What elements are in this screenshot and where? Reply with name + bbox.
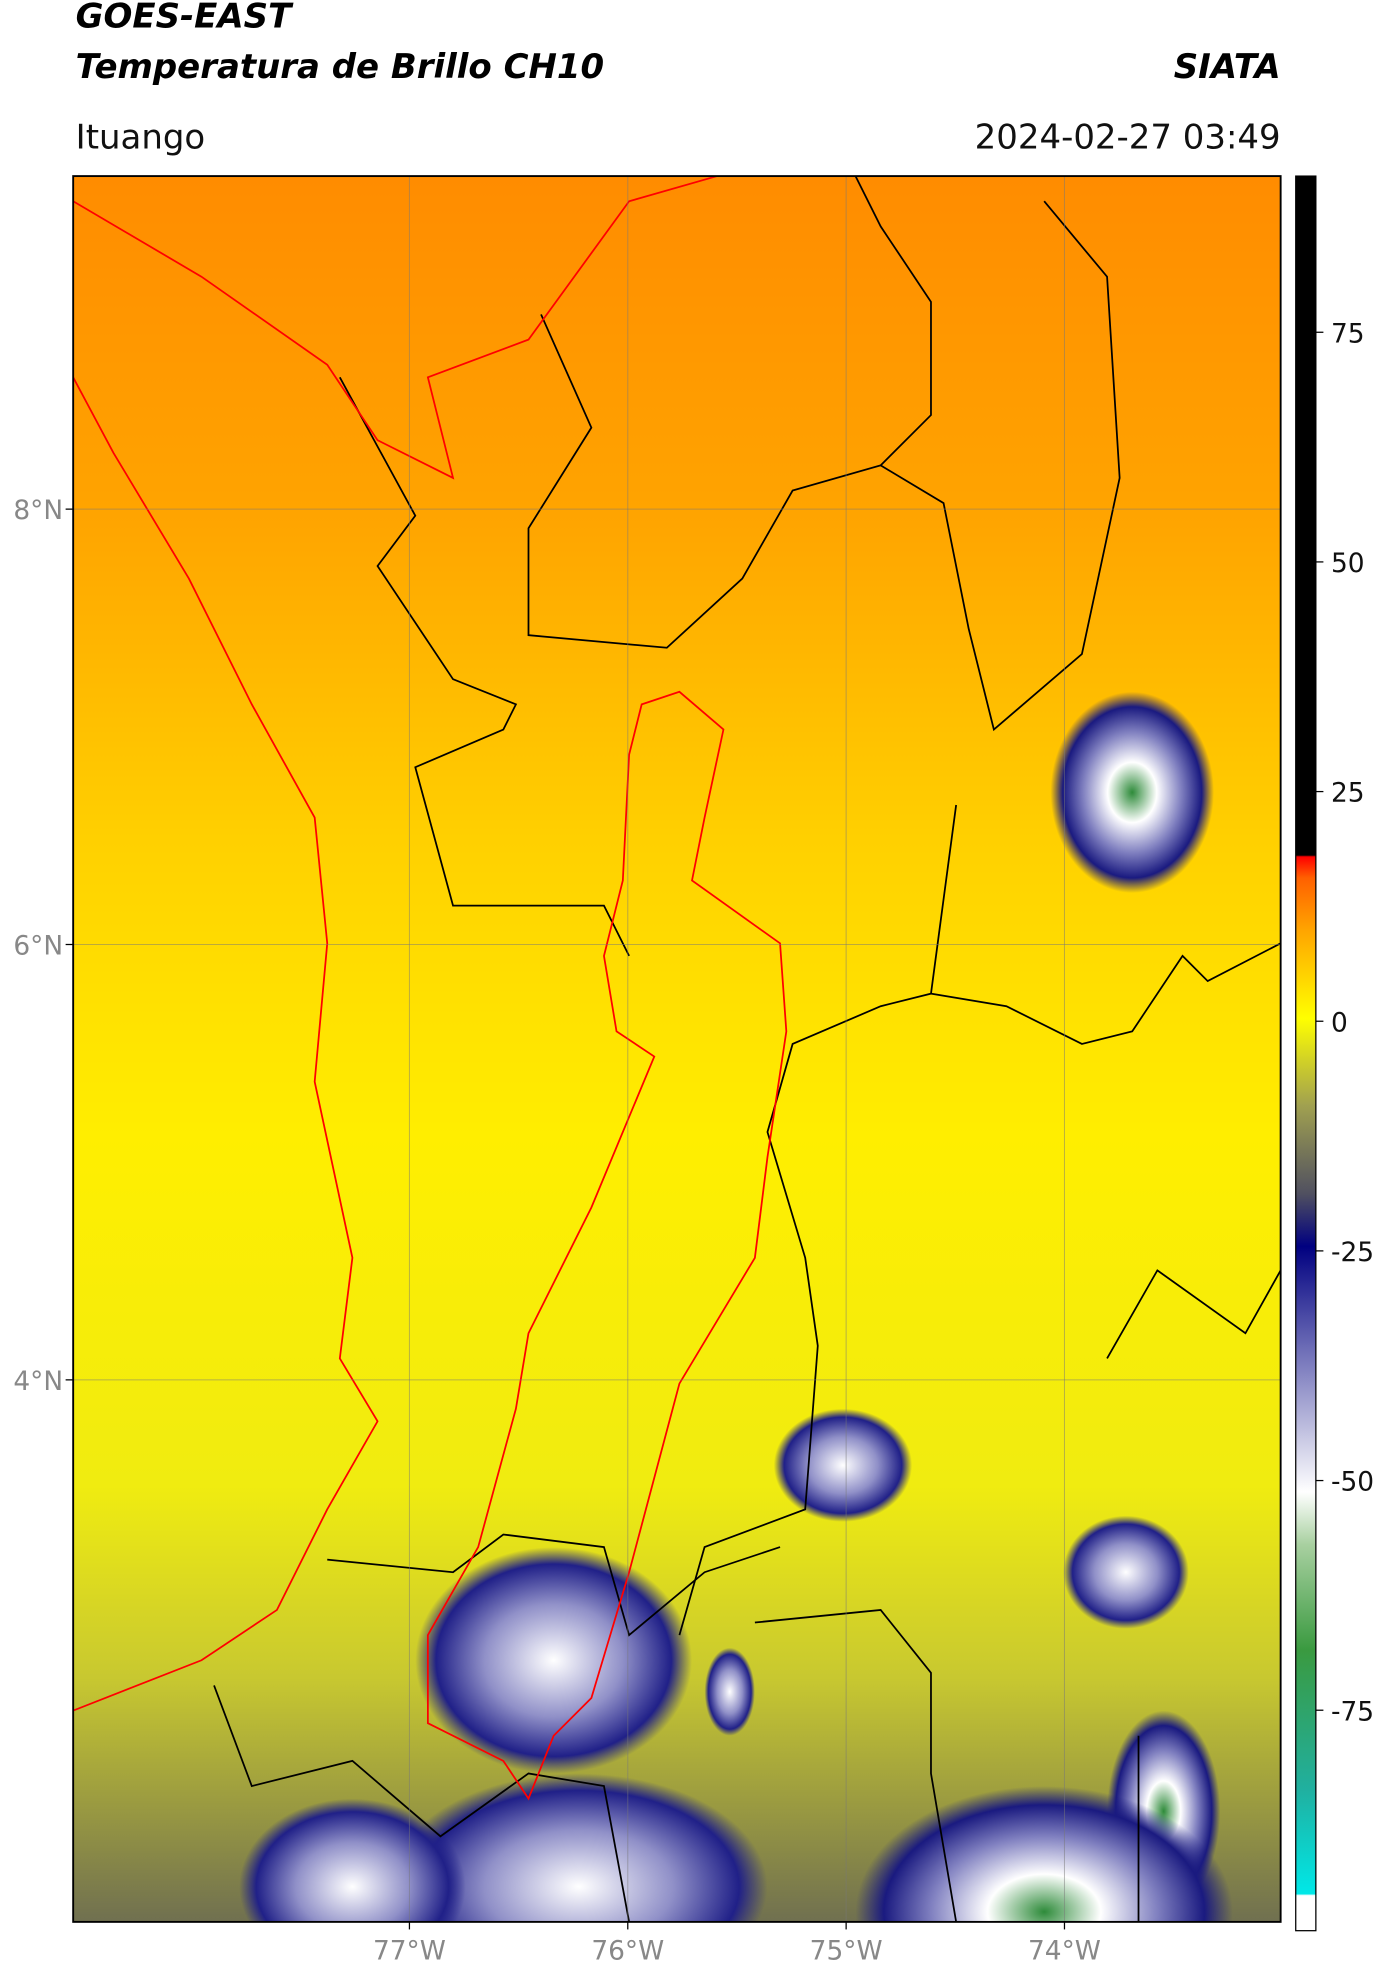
x-tick-label: 74°W xyxy=(1028,1936,1101,1967)
cloud xyxy=(1063,1515,1189,1629)
colorbar-tick-label: 0 xyxy=(1331,1007,1348,1038)
colorbar-tick-label: -25 xyxy=(1331,1237,1374,1268)
colorbar-tick-label: 75 xyxy=(1331,318,1365,349)
organization: SIATA xyxy=(1174,47,1281,87)
y-tick-label: 8°N xyxy=(13,495,63,526)
cloud xyxy=(390,1773,768,1922)
x-tick-label: 75°W xyxy=(810,1936,883,1967)
satellite-title: GOES-EAST xyxy=(76,0,294,37)
colorbar-tick-label: 25 xyxy=(1331,778,1365,809)
coast-and-basin xyxy=(73,176,788,1801)
cloud xyxy=(773,1408,913,1522)
y-tick-label: 4°N xyxy=(13,1366,63,1397)
cloud xyxy=(704,1647,755,1736)
map-frame xyxy=(72,175,1282,1923)
x-tick-label: 77°W xyxy=(373,1936,446,1967)
borders xyxy=(213,176,1281,1922)
y-tick-label: 6°N xyxy=(13,931,63,962)
colorbar-tick-label: -75 xyxy=(1331,1696,1374,1727)
colorbar-tick-label: -50 xyxy=(1331,1467,1374,1498)
map-axes: 77°W 76°W 75°W 74°W 8°N 6°N 4°N xyxy=(13,495,1101,1966)
colorbar-tick-label: 50 xyxy=(1331,548,1365,579)
x-tick-label: 76°W xyxy=(591,1936,664,1967)
colorbar-ticks: 75 50 25 0 -25 -50 -75 xyxy=(1315,318,1374,1727)
product-title: Temperatura de Brillo CH10 xyxy=(76,47,604,87)
colorbar xyxy=(1295,175,1317,1932)
location: Ituango xyxy=(76,117,206,157)
cloud xyxy=(1050,691,1214,894)
cloud xyxy=(415,1547,692,1774)
graticule xyxy=(73,176,1281,1922)
map-area xyxy=(73,176,1281,1922)
timestamp: 2024-02-27 03:49 xyxy=(975,117,1281,157)
